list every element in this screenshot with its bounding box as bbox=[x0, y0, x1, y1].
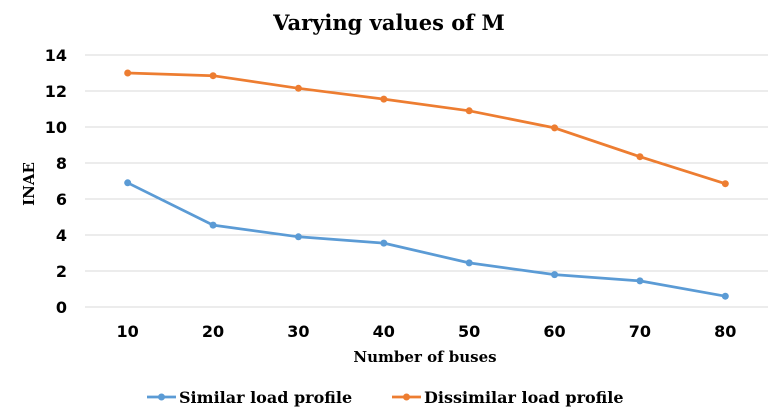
x-tick-label: 60 bbox=[543, 322, 565, 341]
x-tick-label: 10 bbox=[117, 322, 139, 341]
x-tick-label: 20 bbox=[202, 322, 224, 341]
x-tick-label: 50 bbox=[458, 322, 480, 341]
series-line-similar bbox=[126, 181, 727, 298]
data-point-similar bbox=[636, 277, 644, 285]
y-tick-label: 10 bbox=[45, 118, 67, 137]
data-point-dissimilar bbox=[465, 107, 473, 115]
y-tick-label: 6 bbox=[56, 190, 67, 209]
x-tick-label: 70 bbox=[629, 322, 651, 341]
legend-marker-similar bbox=[158, 393, 165, 401]
data-point-similar bbox=[124, 179, 132, 187]
series-line-dissimilar bbox=[126, 71, 727, 186]
gridlines bbox=[85, 54, 768, 308]
x-tick-label: 30 bbox=[287, 322, 309, 341]
data-point-dissimilar bbox=[209, 72, 217, 80]
y-tick-label: 12 bbox=[45, 82, 67, 101]
data-point-similar bbox=[209, 221, 217, 229]
data-point-similar bbox=[465, 259, 473, 267]
x-tick-label: 80 bbox=[714, 322, 736, 341]
legend-label-similar: Similar load profile bbox=[179, 388, 352, 407]
y-axis-label: INAE bbox=[20, 162, 38, 206]
y-tick-label: 0 bbox=[56, 298, 67, 317]
chart-title: Varying values of M bbox=[272, 10, 505, 35]
legend-label-dissimilar: Dissimilar load profile bbox=[424, 388, 624, 407]
data-point-similar bbox=[294, 233, 302, 241]
data-point-dissimilar bbox=[124, 69, 132, 77]
legend-marker-dissimilar bbox=[403, 393, 410, 401]
y-tick-label: 14 bbox=[45, 46, 67, 65]
data-point-dissimilar bbox=[380, 95, 388, 103]
legend: Similar load profile Dissimilar load prof… bbox=[147, 388, 624, 407]
data-point-dissimilar bbox=[721, 180, 729, 188]
x-tick-label: 40 bbox=[373, 322, 395, 341]
data-point-similar bbox=[721, 292, 729, 300]
data-point-dissimilar bbox=[551, 124, 559, 132]
y-tick-label: 2 bbox=[56, 262, 67, 281]
data-point-dissimilar bbox=[294, 84, 302, 92]
data-point-similar bbox=[551, 271, 559, 279]
data-point-dissimilar bbox=[636, 153, 644, 161]
y-axis-ticks: 0 2 4 6 8 10 12 14 bbox=[45, 46, 67, 317]
x-axis-label: Number of buses bbox=[353, 348, 496, 366]
y-tick-label: 4 bbox=[56, 226, 67, 245]
x-axis-ticks: 10 20 30 40 50 60 70 80 bbox=[117, 322, 737, 341]
series-lines bbox=[124, 69, 729, 300]
data-point-similar bbox=[380, 239, 388, 247]
y-tick-label: 8 bbox=[56, 154, 67, 173]
